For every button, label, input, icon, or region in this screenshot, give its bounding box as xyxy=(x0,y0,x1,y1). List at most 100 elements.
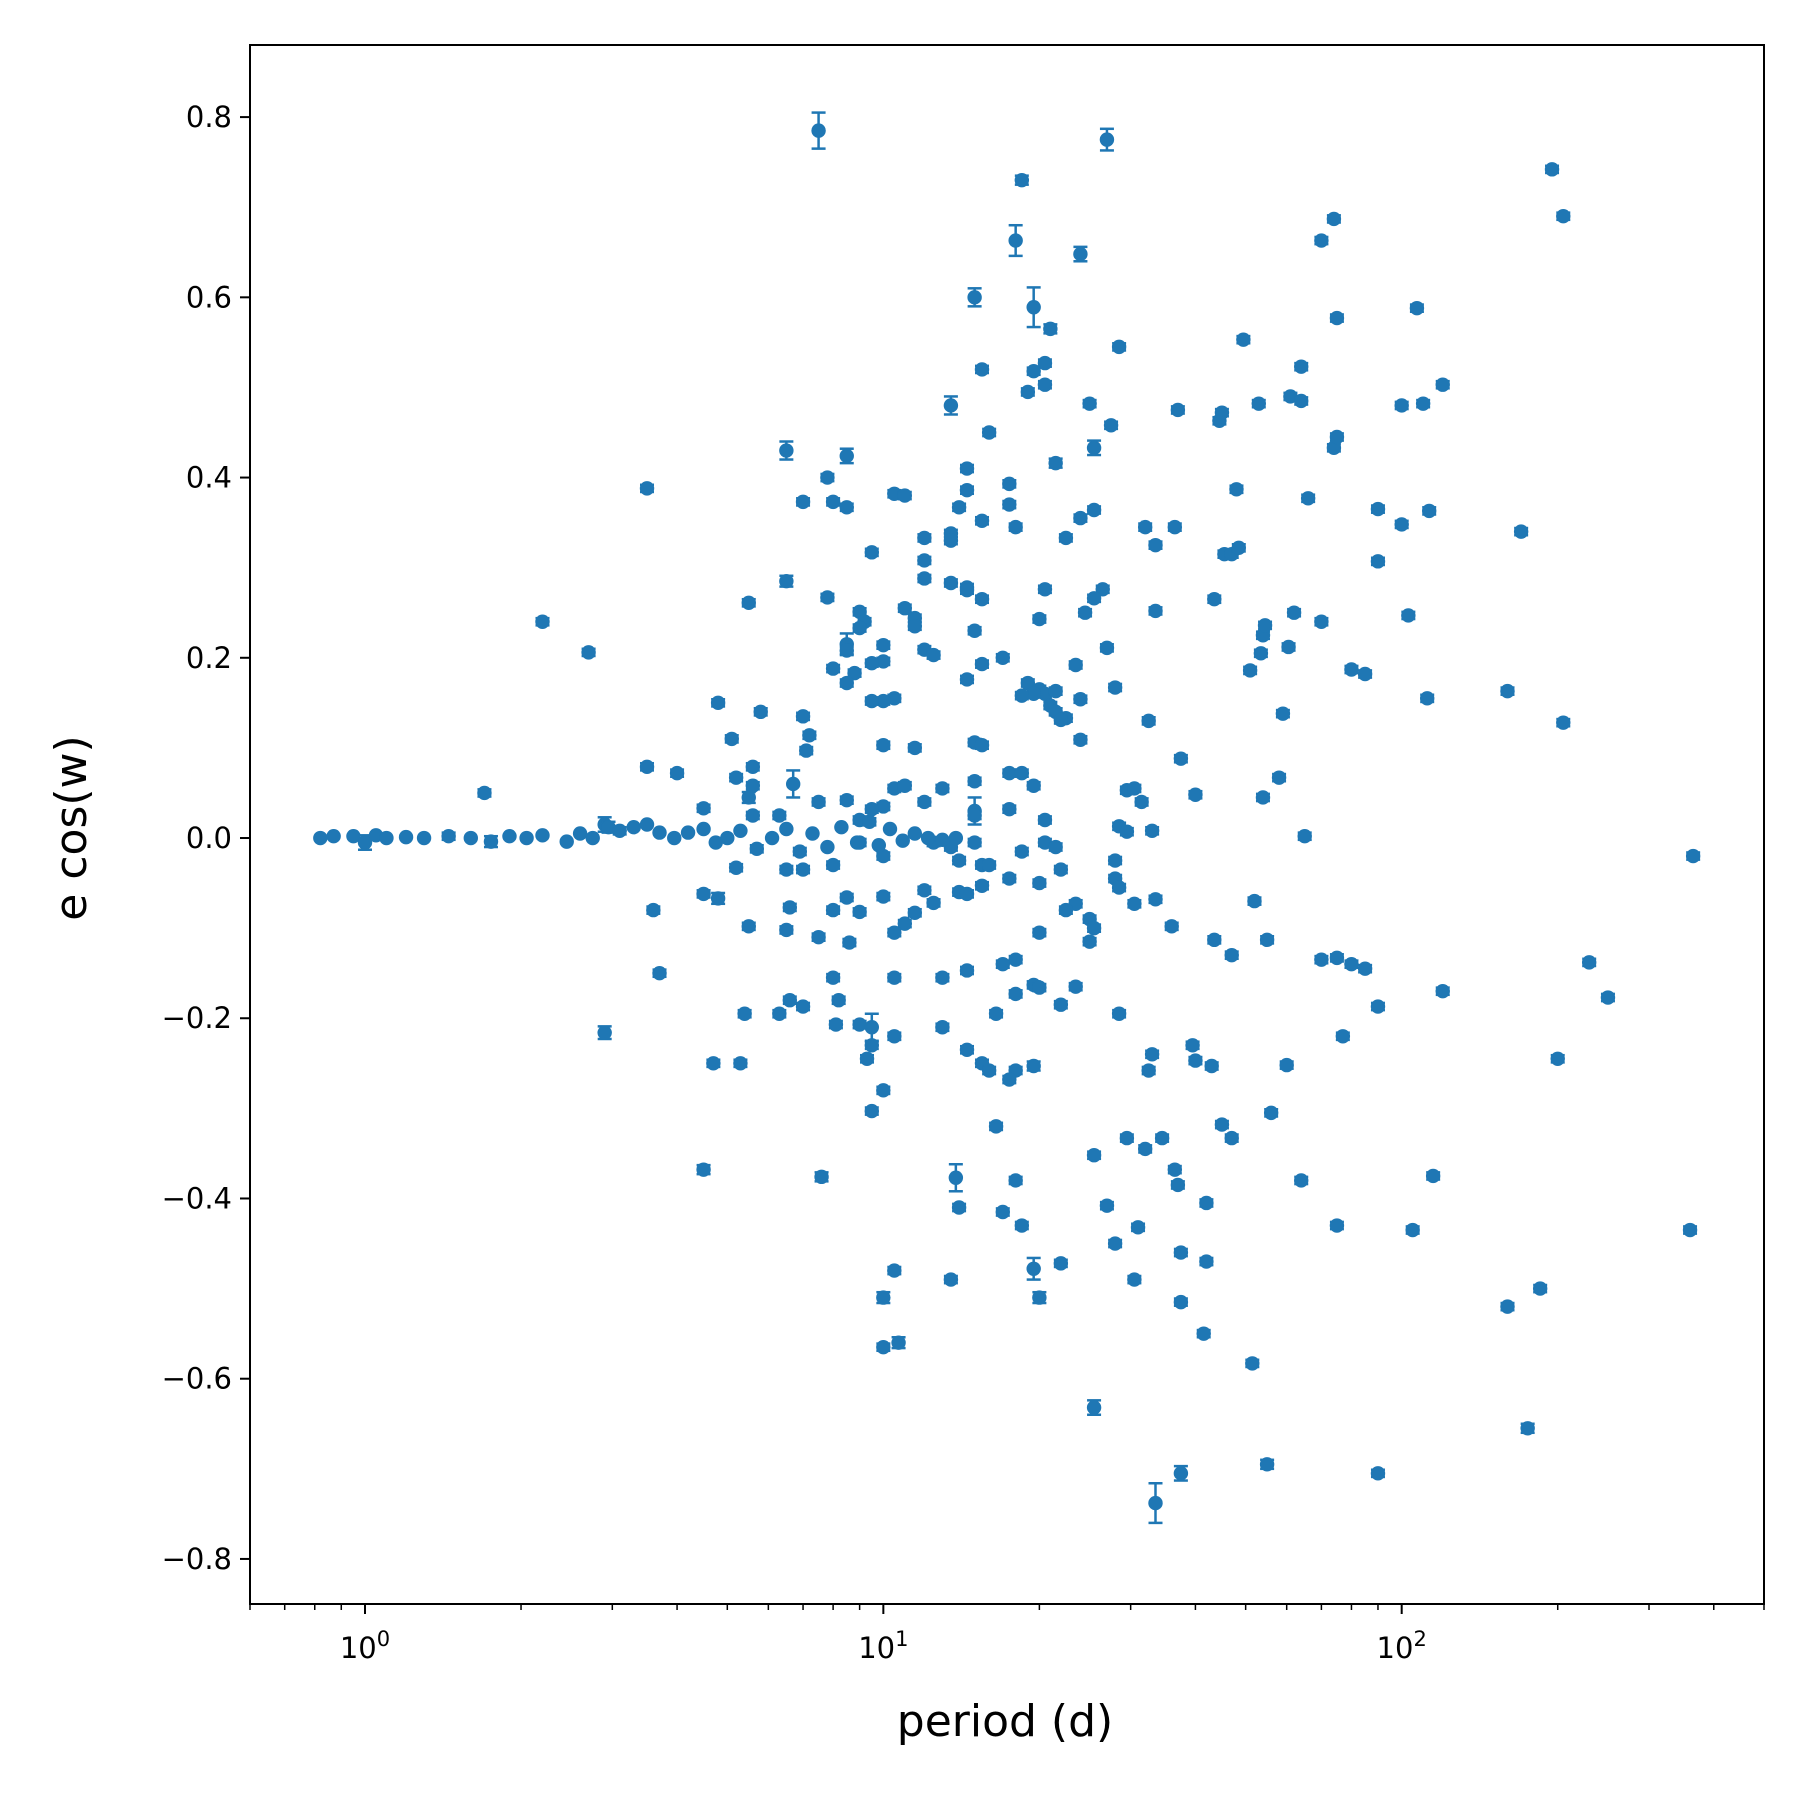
marker xyxy=(839,643,854,658)
data-point xyxy=(1207,592,1222,607)
data-point xyxy=(1329,310,1345,326)
data-point xyxy=(1103,418,1119,433)
plot-frame xyxy=(249,44,1765,1605)
data-point xyxy=(1199,1195,1214,1211)
y-tick-label: 0.0 xyxy=(186,821,232,855)
marker xyxy=(696,1162,711,1177)
marker xyxy=(1026,1261,1041,1276)
marker xyxy=(1242,663,1258,678)
marker xyxy=(1207,932,1222,948)
data-point xyxy=(1144,823,1160,839)
marker xyxy=(1370,554,1386,569)
marker xyxy=(1425,1168,1441,1184)
data-point xyxy=(935,970,950,985)
data-point xyxy=(967,774,982,789)
data-point xyxy=(1164,919,1179,934)
y-tick-label: 0.6 xyxy=(186,280,232,314)
data-point xyxy=(871,838,886,853)
marker xyxy=(852,1017,867,1032)
marker xyxy=(1357,961,1373,976)
marker xyxy=(1020,384,1036,400)
data-point xyxy=(1294,1173,1309,1188)
data-point xyxy=(1111,1006,1127,1021)
marker xyxy=(1086,502,1102,518)
marker xyxy=(795,862,811,877)
marker xyxy=(1420,691,1435,706)
marker xyxy=(1556,715,1571,730)
data-point xyxy=(1173,751,1189,766)
data-point xyxy=(967,835,982,850)
data-point xyxy=(1086,920,1102,936)
data-point xyxy=(920,830,936,846)
data-point xyxy=(1329,429,1345,445)
data-point xyxy=(1127,896,1142,912)
data-point xyxy=(943,575,959,591)
marker xyxy=(1335,1029,1351,1044)
marker xyxy=(864,1103,879,1119)
marker xyxy=(876,1083,891,1098)
data-point xyxy=(887,970,902,985)
marker xyxy=(1401,608,1416,623)
data-point xyxy=(741,919,756,934)
marker xyxy=(1119,1130,1135,1146)
data-point xyxy=(1032,875,1047,891)
marker xyxy=(1207,592,1222,607)
marker xyxy=(646,902,661,918)
marker xyxy=(1008,519,1023,535)
marker xyxy=(1107,1236,1123,1251)
data-point xyxy=(1357,666,1373,682)
marker xyxy=(1556,209,1571,224)
marker xyxy=(876,654,891,669)
marker xyxy=(753,704,768,720)
data-point xyxy=(995,650,1010,665)
marker xyxy=(785,776,801,792)
marker xyxy=(1073,510,1088,526)
data-point xyxy=(974,656,990,672)
marker xyxy=(728,860,744,875)
data-point xyxy=(864,545,879,560)
marker xyxy=(839,792,854,808)
marker xyxy=(1409,300,1425,316)
data-point xyxy=(535,614,550,629)
marker xyxy=(1141,1063,1156,1078)
marker xyxy=(1297,829,1312,844)
marker xyxy=(1082,396,1097,411)
marker xyxy=(897,601,912,616)
data-point xyxy=(1435,984,1450,999)
marker xyxy=(357,835,373,850)
marker xyxy=(639,481,655,496)
data-point xyxy=(1370,999,1386,1014)
marker xyxy=(1119,824,1135,839)
marker xyxy=(669,765,685,781)
data-point xyxy=(1544,162,1560,177)
data-point xyxy=(820,590,835,605)
data-point xyxy=(779,821,794,837)
marker xyxy=(398,829,414,845)
marker xyxy=(842,935,857,950)
data-point xyxy=(1008,223,1023,258)
data-point xyxy=(737,1006,752,1021)
data-point xyxy=(535,828,550,843)
data-point xyxy=(839,890,854,905)
data-point xyxy=(1344,662,1359,677)
data-point xyxy=(995,956,1010,972)
marker xyxy=(1247,893,1262,909)
marker xyxy=(519,830,534,846)
data-point xyxy=(951,1200,967,1215)
marker xyxy=(825,494,841,510)
marker xyxy=(917,794,932,810)
data-point xyxy=(1286,605,1302,620)
data-point xyxy=(974,1056,990,1071)
data-point xyxy=(782,993,798,1008)
data-point xyxy=(1167,1162,1183,1177)
marker xyxy=(967,808,982,823)
x-tick-label: 102 xyxy=(1377,1627,1427,1665)
data-point xyxy=(728,860,744,875)
marker xyxy=(1581,955,1597,970)
data-point xyxy=(1600,990,1616,1005)
data-point xyxy=(1095,582,1110,597)
marker xyxy=(907,740,923,756)
marker xyxy=(1435,984,1450,999)
data-point xyxy=(779,440,794,461)
